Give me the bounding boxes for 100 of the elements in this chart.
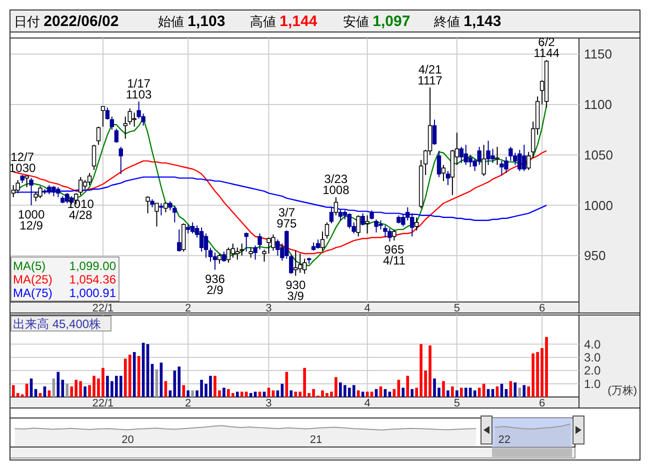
bar — [491, 389, 494, 397]
candlestick — [154, 202, 159, 227]
bar — [124, 358, 127, 397]
y-tick-label: 950 — [584, 248, 606, 264]
bar — [388, 392, 392, 397]
candlestick — [118, 146, 123, 175]
candlestick — [82, 180, 88, 190]
candlestick — [441, 164, 446, 182]
candlestick — [244, 232, 248, 252]
candlestick — [212, 252, 218, 270]
text: MA(5) 1,099.00 — [13, 259, 116, 273]
y-tick-label: 1150 — [584, 46, 612, 62]
annotation: 965 4/11 — [382, 242, 406, 268]
x-tick-label: 20 — [122, 434, 134, 446]
bar — [352, 385, 356, 397]
bar — [370, 392, 374, 397]
text: 安値 1,097 — [343, 13, 410, 30]
x-tick-label: 4 — [364, 398, 370, 410]
annotation: 1000 12/9 — [18, 207, 45, 232]
bar — [486, 389, 490, 397]
annotation: 6/2 1144 — [534, 35, 560, 60]
bar — [191, 390, 194, 397]
y-tick-label: 1.0 — [584, 376, 602, 391]
bar — [442, 381, 445, 397]
bar — [267, 388, 270, 397]
text: MA(25) 1,054.36 — [13, 272, 116, 286]
annotation: 1010 4/28 — [67, 197, 94, 222]
candlestick — [526, 151, 531, 170]
bar — [119, 376, 122, 397]
text: MA(75) 1,000.91 — [13, 286, 116, 300]
candlestick — [248, 247, 253, 258]
bar — [34, 389, 38, 397]
bar — [178, 366, 181, 397]
bar — [164, 381, 168, 397]
bar — [173, 370, 176, 397]
candlestick — [29, 178, 34, 206]
candlestick — [436, 150, 442, 178]
candlestick — [302, 258, 307, 274]
bar — [366, 392, 369, 397]
annotation: 4/21 1117 — [418, 62, 443, 88]
bar — [290, 390, 293, 397]
bar — [468, 388, 472, 397]
bar — [478, 388, 481, 397]
bar — [361, 392, 364, 397]
bar — [249, 393, 252, 397]
x-tick-label: 2 — [185, 302, 192, 314]
candlestick — [432, 119, 437, 146]
candlestick — [356, 214, 360, 238]
bar — [509, 381, 512, 397]
y-tick-label: 4.0 — [584, 337, 602, 352]
bar — [384, 389, 387, 397]
candlestick — [96, 126, 101, 146]
bar — [12, 385, 15, 397]
annotation: 12/7 1030 — [8, 150, 36, 176]
bar — [504, 389, 508, 397]
annotation: 936 2/9 — [204, 272, 226, 297]
bar — [182, 385, 186, 397]
candlestick — [87, 172, 92, 186]
x-tick-label: 2 — [185, 398, 192, 410]
candlestick — [159, 202, 164, 216]
candlestick — [495, 146, 500, 166]
y-tick-label: 2.0 — [584, 364, 602, 378]
bar — [262, 392, 266, 397]
candlestick — [105, 107, 110, 120]
candlestick — [177, 228, 182, 252]
candlestick — [24, 176, 29, 188]
bar — [231, 393, 234, 397]
x-tick-label: 4 — [364, 302, 370, 314]
x-tick-label: 5 — [454, 398, 460, 410]
candlestick — [204, 232, 208, 258]
candlestick — [92, 144, 96, 170]
text: 日付 2022/06/02 — [14, 13, 119, 30]
line-series — [12, 176, 548, 221]
x-tick-label: 3 — [266, 398, 272, 410]
bar — [392, 389, 396, 397]
text: 始値 1,103 — [158, 13, 226, 30]
annotation: 1/17 1103 — [126, 76, 152, 102]
candlestick — [338, 208, 343, 221]
annotation: 3/7 975 — [276, 205, 297, 230]
candlestick — [482, 144, 486, 177]
candlestick — [226, 247, 231, 264]
bar — [460, 388, 463, 397]
candlestick — [164, 202, 168, 213]
bar — [402, 388, 405, 397]
candlestick — [240, 243, 244, 256]
candlestick — [146, 196, 150, 214]
bar — [451, 386, 454, 397]
candlestick — [316, 239, 320, 250]
annotation: 3/23 1008 — [322, 172, 350, 198]
candlestick — [258, 232, 262, 250]
candlestick — [110, 116, 114, 130]
candlestick — [222, 251, 226, 262]
x-tick-label: 21 — [310, 434, 322, 446]
bar — [254, 392, 257, 397]
text: 高値 1,144 — [250, 13, 318, 30]
bar — [410, 389, 414, 397]
bar — [38, 393, 42, 397]
bar — [186, 390, 190, 397]
line-series — [12, 150, 548, 254]
candlestick — [199, 226, 204, 252]
